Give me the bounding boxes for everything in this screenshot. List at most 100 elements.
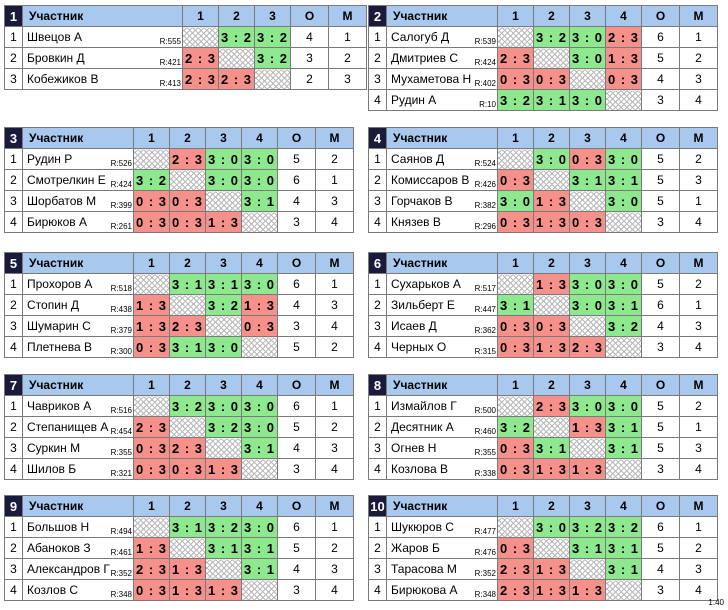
player-name[interactable]: Степанищев А xyxy=(27,420,109,434)
player-place: 3 xyxy=(328,68,367,90)
player-name[interactable]: Кобежиков В xyxy=(27,72,99,86)
player-name[interactable]: Мухаметова Н xyxy=(391,72,472,86)
player-name[interactable]: Шукюров С xyxy=(391,520,454,534)
player-rating: R:526 xyxy=(109,159,132,168)
player-points: 5 xyxy=(641,416,680,438)
player-place: 4 xyxy=(679,458,718,480)
player-cell: Десятник А R:460 xyxy=(386,416,498,438)
player-name[interactable]: Исаев Д xyxy=(391,319,437,333)
self-match-cell xyxy=(169,537,206,559)
player-place: 2 xyxy=(679,47,718,69)
group-number: 5 xyxy=(4,252,23,274)
player-seed: 3 xyxy=(368,315,387,337)
group-header-row: 10 Участник 1 2 3 4 О М xyxy=(368,495,718,517)
player-name[interactable]: Рудин А xyxy=(391,93,437,107)
group-header-row: 4 Участник 1 2 3 4 О М xyxy=(368,127,718,149)
player-cell: Абаноков З R:461 xyxy=(22,537,134,559)
player-name[interactable]: Жаров Б xyxy=(391,541,440,555)
player-cell: Стопин Д R:438 xyxy=(22,294,134,316)
player-name[interactable]: Шумарин С xyxy=(27,319,91,333)
player-name[interactable]: Стопин Д xyxy=(27,298,79,312)
opponent-column-header: 1 xyxy=(133,252,170,274)
place-column-header: М xyxy=(315,252,354,274)
match-score: 3 : 1 xyxy=(205,537,242,559)
match-score: 3 : 1 xyxy=(241,190,278,212)
place-column-header: М xyxy=(679,374,718,396)
player-name[interactable]: Абаноков З xyxy=(27,541,91,555)
player-place: 3 xyxy=(315,437,354,459)
match-score: 3 : 1 xyxy=(569,169,606,191)
player-name[interactable]: Шорбатов М xyxy=(27,194,97,208)
points-column-header: О xyxy=(277,495,316,517)
player-name[interactable]: Десятник А xyxy=(391,420,454,434)
player-seed: 3 xyxy=(4,437,23,459)
self-match-cell xyxy=(533,47,570,69)
self-match-cell xyxy=(605,89,642,111)
match-score: 0 : 3 xyxy=(497,458,534,480)
match-score: 0 : 3 xyxy=(497,68,534,90)
player-name[interactable]: Тарасова М xyxy=(391,562,457,576)
match-score: 3 : 0 xyxy=(241,273,278,295)
player-cell: Рудин Р R:526 xyxy=(22,148,134,170)
player-name[interactable]: Салогуб Д xyxy=(391,30,450,44)
player-points: 4 xyxy=(641,68,680,90)
match-score: 3 : 2 xyxy=(133,169,170,191)
points-column-header: О xyxy=(641,127,680,149)
player-name[interactable]: Черных О xyxy=(391,340,447,354)
player-name[interactable]: Бровкин Д xyxy=(27,51,85,65)
player-name[interactable]: Швецов А xyxy=(27,30,83,44)
match-score: 1 : 3 xyxy=(205,458,242,480)
self-match-cell xyxy=(254,68,291,90)
player-name[interactable]: Смотрелкин Е xyxy=(27,173,106,187)
player-rating: R:518 xyxy=(109,284,132,293)
group-number: 8 xyxy=(368,374,387,396)
player-name[interactable]: Александров Г xyxy=(27,562,110,576)
self-match-cell xyxy=(569,315,606,337)
player-name[interactable]: Сухарьков А xyxy=(391,277,461,291)
player-cell: Козлов С R:348 xyxy=(22,579,134,601)
opponent-column-header: 1 xyxy=(133,127,170,149)
player-points: 4 xyxy=(641,558,680,580)
player-place: 4 xyxy=(315,211,354,233)
player-name[interactable]: Бирюкова А xyxy=(391,583,458,597)
player-points: 6 xyxy=(277,169,316,191)
opponent-column-header: 4 xyxy=(241,127,278,149)
player-name[interactable]: Горчаков В xyxy=(391,194,453,208)
player-name[interactable]: Шилов Б xyxy=(27,462,77,476)
player-points: 5 xyxy=(641,437,680,459)
player-name[interactable]: Суркин М xyxy=(27,441,81,455)
player-name[interactable]: Огнев Н xyxy=(391,441,437,455)
player-name[interactable]: Комиссаров В xyxy=(391,173,470,187)
match-score: 3 : 1 xyxy=(605,294,642,316)
player-name[interactable]: Чавриков А xyxy=(27,399,92,413)
match-score: 0 : 3 xyxy=(133,458,170,480)
player-seed: 2 xyxy=(4,294,23,316)
player-name[interactable]: Саянов Д xyxy=(391,152,445,166)
player-name[interactable]: Измайлов Г xyxy=(391,399,457,413)
player-name[interactable]: Козлова В xyxy=(391,462,448,476)
player-place: 2 xyxy=(679,537,718,559)
match-score: 0 : 3 xyxy=(533,68,570,90)
player-name[interactable]: Бирюков А xyxy=(27,215,88,229)
player-name[interactable]: Большов Н xyxy=(27,520,90,534)
player-name[interactable]: Князев В xyxy=(391,215,441,229)
match-score: 0 : 3 xyxy=(569,148,606,170)
match-score: 3 : 1 xyxy=(169,516,206,538)
player-name[interactable]: Рудин Р xyxy=(27,152,73,166)
player-name[interactable]: Плетнева В xyxy=(27,340,92,354)
player-seed: 1 xyxy=(4,148,23,170)
player-name[interactable]: Зильберт Е xyxy=(391,298,455,312)
player-place: 1 xyxy=(315,169,354,191)
self-match-cell xyxy=(605,458,642,480)
player-name[interactable]: Козлов С xyxy=(27,583,79,597)
player-name[interactable]: Прохоров А xyxy=(27,277,93,291)
player-rating: R:348 xyxy=(109,590,132,599)
player-name[interactable]: Дмитриев С xyxy=(391,51,459,65)
